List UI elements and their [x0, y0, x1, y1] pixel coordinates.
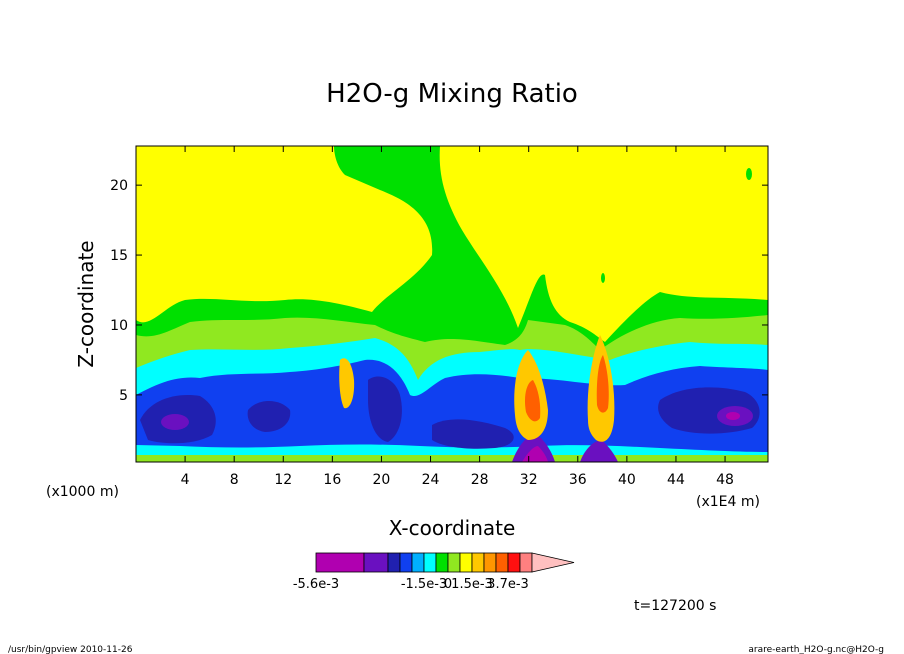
legend-swatch	[459, 552, 473, 573]
field-plume-3	[339, 358, 355, 409]
y-tick-label: 5	[119, 388, 128, 404]
footer-left: /usr/bin/gpview 2010-11-26	[8, 645, 133, 654]
x-tick-label: 36	[569, 472, 587, 488]
field-purple-4	[580, 440, 618, 462]
x-tick-label: 12	[274, 472, 292, 488]
legend-swatch	[411, 552, 425, 573]
colorbar-legend: -5.6e-3 -1.5e-30 1.5e-33.7e-3	[293, 552, 575, 592]
x-axis: 4 8 12 16 20 24 28 32 36 40 44 48	[181, 146, 734, 488]
x-unit-right: (x1E4 m)	[696, 494, 760, 510]
field-green-dot-2	[601, 273, 605, 283]
y-axis: 5 10 15 20	[110, 178, 768, 404]
x-tick-label: 28	[471, 472, 489, 488]
plot-area	[136, 146, 768, 462]
x-axis-label: X-coordinate	[389, 516, 516, 540]
legend-swatch	[471, 552, 485, 573]
legend-label: 0	[444, 577, 452, 592]
x-tick-label: 40	[618, 472, 636, 488]
field-plume-2-core	[596, 355, 609, 413]
field-purple-1	[161, 414, 189, 430]
legend-arrow	[531, 552, 575, 573]
legend-label: 3.7e-3	[487, 577, 529, 592]
y-tick-label: 20	[110, 178, 128, 194]
footer-right: arare-earth_H2O-g.nc@H2O-g	[748, 645, 884, 654]
legend-swatch	[483, 552, 497, 573]
x-tick-label: 8	[230, 472, 239, 488]
legend-swatch	[387, 552, 401, 573]
field-plume-1-core	[524, 380, 541, 422]
legend-label: -1.5e-3	[401, 577, 447, 592]
legend-swatch	[507, 552, 521, 573]
x-tick-label: 48	[716, 472, 734, 488]
plot-frame	[135, 145, 769, 463]
field-magenta-1	[726, 412, 740, 420]
field-darkblue-2	[247, 401, 291, 432]
legend-label: -5.6e-3	[293, 577, 339, 592]
legend-swatch	[495, 552, 509, 573]
chart-title: H2O-g Mixing Ratio	[326, 79, 578, 109]
x-tick-label: 16	[323, 472, 341, 488]
legend-swatch	[315, 552, 365, 573]
x-tick-label: 24	[422, 472, 440, 488]
x-unit-left: (x1000 m)	[46, 484, 119, 500]
x-tick-label: 44	[667, 472, 685, 488]
field-darkblue-4	[432, 419, 514, 449]
legend-swatch	[447, 552, 461, 573]
y-tick-label: 10	[110, 318, 128, 334]
legend-swatch	[399, 552, 413, 573]
legend-swatch	[519, 552, 533, 573]
y-axis-label: Z-coordinate	[74, 240, 98, 367]
time-label: t=127200 s	[634, 598, 716, 614]
field-darkblue-3	[368, 376, 402, 442]
x-tick-label: 20	[373, 472, 391, 488]
y-tick-label: 15	[110, 248, 128, 264]
legend-swatch	[423, 552, 437, 573]
field-green-dot-1	[746, 168, 752, 180]
legend-label: 1.5e-3	[451, 577, 493, 592]
x-tick-label: 32	[520, 472, 538, 488]
legend-swatch	[435, 552, 449, 573]
x-tick-label: 4	[181, 472, 190, 488]
legend-swatch	[363, 552, 389, 573]
